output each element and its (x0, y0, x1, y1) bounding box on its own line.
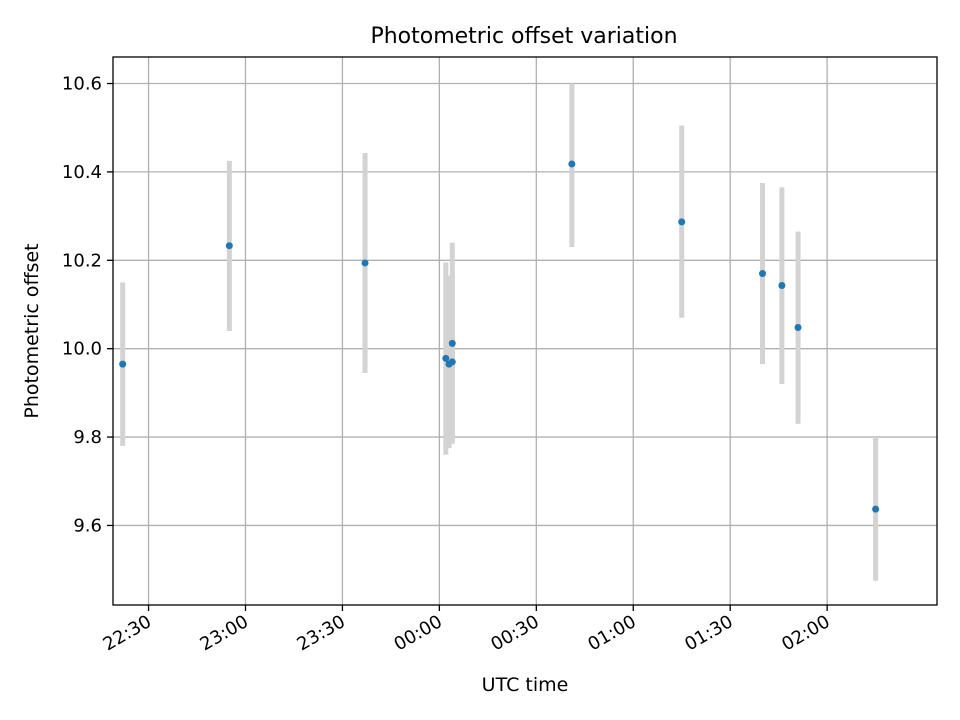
data-points (119, 160, 880, 513)
y-axis-ticks: 9.6 9.8 10.0 10.2 10.4 10.6 (62, 74, 113, 536)
data-point (448, 358, 456, 366)
data-point (778, 281, 786, 289)
chart-title: Photometric offset variation (370, 24, 677, 49)
data-point (119, 360, 127, 368)
y-tick-label: 9.6 (73, 515, 102, 536)
y-tick-label: 10.4 (62, 162, 102, 183)
y-tick-label: 10.0 (62, 339, 102, 360)
data-point (794, 323, 802, 331)
data-point (568, 160, 576, 168)
y-tick-label: 10.2 (62, 250, 102, 271)
data-point (225, 242, 233, 250)
data-point (361, 259, 369, 267)
data-point (872, 505, 880, 513)
data-point (442, 354, 450, 362)
y-tick-label: 9.8 (73, 427, 102, 448)
y-tick-label: 10.6 (62, 74, 102, 95)
x-axis-label: UTC time (482, 674, 569, 696)
data-point (678, 218, 686, 226)
y-axis-label: Photometric offset (21, 243, 43, 418)
plot-area-frame (112, 56, 938, 606)
data-point (759, 270, 767, 278)
data-point (448, 339, 456, 347)
